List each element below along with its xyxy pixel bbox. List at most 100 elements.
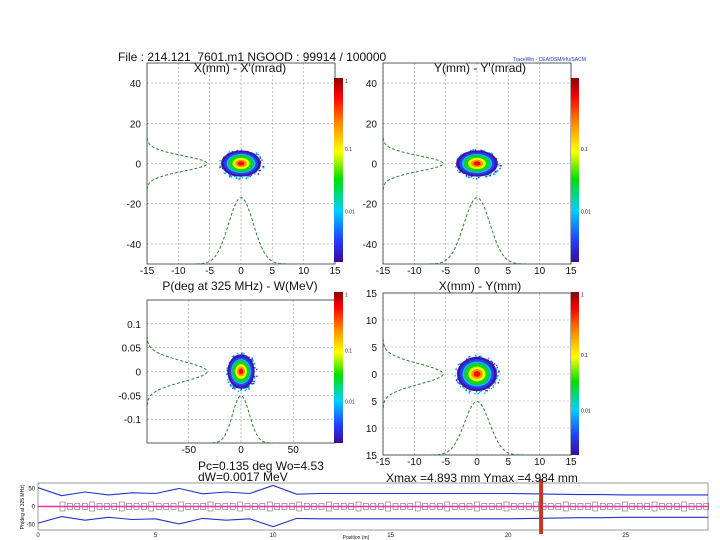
envelope-ytick: 50 (28, 486, 35, 492)
yyp-colorbar (571, 78, 579, 262)
xxp-halo-dot (233, 176, 236, 178)
xxp-halo-dot (228, 174, 231, 176)
xy-halo-dot (492, 386, 495, 388)
tracewin-brand: TraceWin - CEA/DSM/Irfu/SACM (513, 57, 586, 63)
xy-xtick: 15 (565, 457, 577, 468)
xxp-xtick: -5 (205, 266, 214, 277)
yyp-colorbar-label: 0.01 (581, 209, 591, 215)
phw-halo-dot (233, 355, 235, 357)
yyp-halo-dot (456, 158, 458, 160)
yyp-halo-dot (482, 149, 485, 152)
yyp-colorbar-label: 0.1 (581, 147, 588, 153)
phw-halo-dot (248, 387, 250, 390)
phw-ytick: -0.1 (124, 415, 142, 426)
xxp-halo-dot (249, 175, 251, 177)
xy-halo-dot (497, 375, 499, 377)
yyp-ytick: 0 (371, 160, 377, 171)
xy-halo-dot (457, 382, 459, 384)
phw-colorbar-label: 0.01 (345, 400, 355, 406)
xy-colorbar-label: 1 (581, 293, 584, 299)
phw-halo-dot (230, 385, 232, 387)
phw-halo-dot (244, 389, 247, 392)
xxp-halo-dot (259, 156, 261, 158)
phw-halo-dot (248, 356, 250, 358)
xxp-halo-dot (230, 175, 232, 177)
xy-halo-dot (491, 361, 494, 363)
xxp-halo-dot (219, 160, 221, 162)
envelope-upper-line (37, 484, 708, 497)
xy-halo-dot (488, 357, 490, 359)
xy-xtick: -15 (376, 457, 391, 468)
xy-halo-dot (468, 392, 470, 394)
xy-halo-dot (465, 389, 467, 392)
xy-halo-dot (454, 375, 457, 377)
xy-halo-dot (455, 368, 457, 370)
xxp-halo-dot (247, 175, 250, 177)
yyp-halo-dot (485, 175, 488, 178)
xxp-xtick: -15 (140, 266, 155, 277)
yyp-halo-dot (490, 172, 492, 175)
phw-halo-dot (240, 389, 243, 391)
xy-halo-dot (475, 355, 477, 358)
xxp-halo-dot (257, 173, 260, 175)
xy-halo-dot (495, 364, 498, 367)
yyp-halo-dot (469, 150, 472, 152)
yyp-ytick: -40 (363, 240, 378, 251)
yyp-x-profile (425, 197, 528, 265)
phw-colorbar (334, 292, 343, 443)
xxp-halo-dot (259, 169, 261, 172)
xy-halo-dot (475, 390, 478, 393)
yyp-title: Y(mm) - Y'(mrad) (434, 61, 526, 75)
xy-ytick: 15 (366, 451, 378, 462)
phw-colorbar-label: 1 (345, 293, 348, 299)
phw-halo-dot (252, 382, 254, 385)
xxp-xtick: 15 (329, 266, 341, 277)
yyp-halo-dot (494, 171, 496, 173)
yyp-halo-dot (495, 171, 498, 173)
phw-halo-dot (251, 359, 253, 361)
yyp-halo-dot (456, 169, 459, 172)
xy-colorbar-label: 0.01 (581, 408, 591, 414)
yyp-halo-dot (495, 170, 498, 172)
xy-ytick: 5 (371, 397, 377, 408)
yyp-halo-dot (499, 165, 501, 167)
envelope-lower-line (37, 516, 708, 528)
xy-y-profile (382, 333, 444, 414)
xy-halo-dot (490, 387, 493, 390)
xy-halo-dot (495, 368, 498, 371)
yyp-halo-dot (475, 178, 478, 180)
xxp-halo-dot (254, 173, 256, 175)
xy-ytick: 5 (371, 343, 377, 354)
yyp-xtick: 15 (565, 266, 577, 277)
xxp-density-contour (237, 161, 245, 166)
yyp-halo-dot (474, 149, 477, 151)
yyp-halo-dot (492, 173, 495, 175)
envelope-ytick: -50 (26, 523, 35, 529)
xxp-halo-dot (223, 172, 226, 174)
phw-halo-dot (237, 390, 240, 392)
phw-halo-dot (253, 375, 256, 378)
xy-halo-dot (496, 367, 498, 369)
xy-halo-dot (498, 371, 500, 373)
envelope-xtick: 10 (270, 533, 277, 539)
yyp-ytick: -20 (363, 200, 378, 211)
xxp-halo-dot (255, 152, 258, 154)
phw-halo-dot (253, 380, 255, 383)
yyp-ytick: 40 (366, 79, 378, 90)
phw-panel: P(deg at 325 MHz) - W(MeV) -50 0 50 0.1 0.05 0… (118, 279, 355, 456)
xy-footer: Xmax =4.893 mm Ymax =4.984 mm (386, 471, 578, 485)
xy-halo-dot (497, 382, 500, 384)
xy-halo-dot (480, 355, 482, 358)
xy-halo-dot (457, 364, 460, 366)
xxp-halo-dot (256, 153, 258, 156)
xxp-halo-dot (262, 165, 265, 168)
xxp-y-profile (146, 132, 208, 194)
xxp-colorbar (334, 78, 343, 262)
xy-halo-dot (498, 379, 501, 381)
yyp-rms-ellipse (463, 154, 491, 173)
xy-halo-dot (468, 356, 470, 358)
xxp-colorbar-label: 1 (345, 79, 348, 85)
phw-halo-dot (248, 386, 250, 388)
phw-title: P(deg at 325 MHz) - W(MeV) (162, 279, 317, 293)
